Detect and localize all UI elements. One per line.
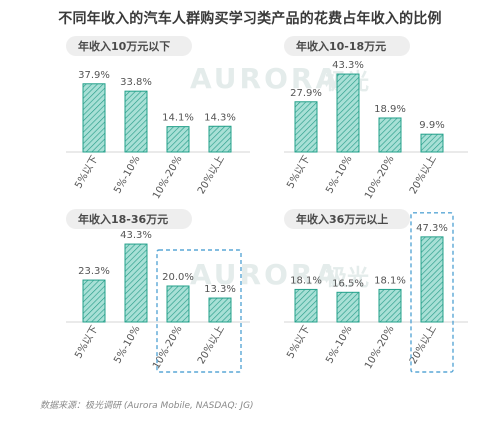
chart2-category-label-2: 5%-10% <box>324 154 354 196</box>
chart4-highlight-box <box>410 212 454 373</box>
chart4-category-label-3: 10%-20% <box>363 324 397 371</box>
chart3-category-label-1: 5%以下 <box>73 324 100 361</box>
chart4-value-label-3: 18.1% <box>374 275 406 286</box>
chart4-title-bg <box>284 209 410 229</box>
chart1-bar-2 <box>124 90 148 153</box>
chart2-value-label-3: 18.9% <box>374 104 406 115</box>
chart1-bar-1 <box>82 83 106 153</box>
chart2-bar-4 <box>420 133 444 153</box>
chart3-title: 年收入18-36万元 <box>78 212 168 226</box>
source-note: 数据来源：极光调研 (Aurora Mobile, NASDAQ: JG) <box>40 401 254 411</box>
chart3-bar-1 <box>82 279 106 323</box>
chart1-category-label-4: 20%以上 <box>195 154 227 197</box>
chart1-value-label-1: 37.9% <box>78 70 110 81</box>
chart1-title-bg <box>66 36 192 56</box>
chart4-bar-1 <box>294 288 318 323</box>
chart3-category-label-4: 20%以上 <box>195 324 227 367</box>
chart2-value-label-1: 27.9% <box>290 88 322 99</box>
page-title: 不同年收入的汽车人群购买学习类产品的花费占年收入的比例 <box>58 11 442 27</box>
chart2-bar-2 <box>336 73 360 153</box>
chart4-bar-2 <box>336 291 360 323</box>
chart1-bar-4 <box>208 125 232 153</box>
chart3-value-label-1: 23.3% <box>78 266 110 277</box>
chart3-bar-3 <box>166 285 190 323</box>
chart4-category-label-1: 5%以下 <box>285 324 312 361</box>
chart1-value-label-2: 33.8% <box>120 77 152 88</box>
chart4-value-label-4: 47.3% <box>416 223 448 234</box>
chart3-bar-2 <box>124 243 148 323</box>
chart2-category-label-4: 20%以上 <box>407 154 439 197</box>
chart2-category-label-3: 10%-20% <box>363 154 397 201</box>
chart3-value-label-4: 13.3% <box>204 284 236 295</box>
chart2-title: 年收入10-18万元 <box>296 39 386 53</box>
chart4-category-label-2: 5%-10% <box>324 324 354 366</box>
chart3-category-label-2: 5%-10% <box>112 324 142 366</box>
chart1-category-label-2: 5%-10% <box>112 154 142 196</box>
chart3-value-label-3: 20.0% <box>162 272 194 283</box>
chart1-category-label-1: 5%以下 <box>73 154 100 191</box>
chart3-category-label-3: 10%-20% <box>151 324 185 371</box>
chart2-value-label-2: 43.3% <box>332 60 364 71</box>
chart2-value-label-4: 9.9% <box>419 120 444 131</box>
chart1-title: 年收入10万元以下 <box>78 39 170 53</box>
chart2-bar-3 <box>378 117 402 153</box>
chart4-category-label-4: 20%以上 <box>407 324 439 367</box>
chart4-title: 年收入36万元以上 <box>296 212 388 226</box>
chart1-value-label-3: 14.1% <box>162 113 194 124</box>
chart4-value-label-1: 18.1% <box>290 275 322 286</box>
chart4-bar-3 <box>378 288 402 323</box>
chart3-value-label-2: 43.3% <box>120 230 152 241</box>
chart3-highlight-box <box>156 249 242 373</box>
chart2-bar-1 <box>294 101 318 153</box>
chart4-bar-4 <box>420 236 444 323</box>
chart1-bar-3 <box>166 126 190 153</box>
chart2-category-label-1: 5%以下 <box>285 154 312 191</box>
chart3-bar-4 <box>208 297 232 323</box>
chart4-value-label-2: 16.5% <box>332 278 364 289</box>
chart1-value-label-4: 14.3% <box>204 112 236 123</box>
chart1-category-label-3: 10%-20% <box>151 154 185 201</box>
chart2-title-bg <box>284 36 410 56</box>
chart3-title-bg <box>66 209 192 229</box>
